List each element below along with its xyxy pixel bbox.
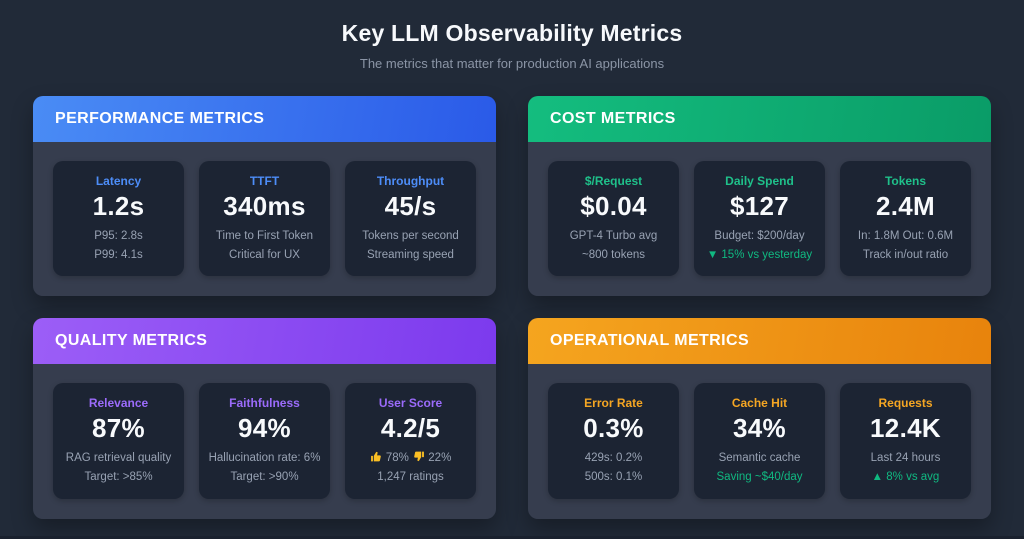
metric-label: Relevance [88,396,149,411]
metric-subtext: RAG retrieval quality [65,452,172,465]
metric-subtext: 429s: 0.2% [584,452,643,465]
panel-title-quality: QUALITY METRICS [55,332,208,350]
panel-title-operational: OPERATIONAL METRICS [550,332,750,350]
metric-subtext: Budget: $200/day [714,230,805,242]
metric-subtext: ▲ 8% vs avg [871,470,940,483]
metric-subtext: P99: 4.1s [94,248,143,261]
metric-value: 12.4K [870,413,941,444]
metric-subtext: 1,247 ratings [377,470,444,483]
metric-subtext: ▼ 15% vs yesterday [706,248,813,261]
metric-subtext: 78% 22% [351,449,470,468]
panel-cost: COST METRICS $/Request $0.04 GPT-4 Turbo av… [528,96,991,297]
metric-value: 2.4M [875,191,935,221]
metric-subtext: Critical for UX [229,248,300,261]
metric-label: Faithfulness [229,396,300,411]
metric-subtext: Time to First Token [215,230,314,242]
metric-value: 45/s [384,191,437,221]
panel-quality: QUALITY METRICS Relevance 87% RAG retrieval… [33,318,496,519]
panel-body-cost: $/Request $0.04 GPT-4 Turbo avg ~800 tokens… [528,142,991,297]
metric-value: 1.2s [92,191,145,221]
panel-header-quality: QUALITY METRICS [33,318,496,365]
page-header: Key LLM Observability Metrics The metric… [0,0,1024,71]
metric-subtext: Saving ~$40/day [716,470,803,483]
metric-subtext: Last 24 hours [870,452,941,465]
metric-label: Daily Spend [725,174,794,188]
panel-body-performance: Latency 1.2s P95: 2.8s P99: 4.1s TTFT 340ms Ti… [33,142,496,297]
metric-subtext: P95: 2.8s [94,230,143,242]
panel-body-quality: Relevance 87% RAG retrieval quality Target:… [33,364,496,519]
metric-subtext: Semantic cache [718,452,801,465]
metric-value: 4.2/5 [380,413,441,444]
metric-subtext: ~800 tokens [582,248,645,261]
metric-value: $0.04 [580,191,647,221]
metric-label: Requests [878,396,933,411]
metric-label: Latency [95,174,142,188]
metric-card: Cache Hit 34% Semantic cache Saving ~$40/da… [694,383,825,499]
metric-subtext: Target: >85% [84,470,153,483]
metric-label: Cache Hit [731,396,788,411]
metric-card: Faithfulness 94% Hallucination rate: 6% Tar… [199,383,330,499]
metric-card: Daily Spend $127 Budget: $200/day ▼ 15% vs … [694,161,825,277]
metric-card: Latency 1.2s P95: 2.8s P99: 4.1s [53,161,184,277]
metric-label: Error Rate [584,396,643,411]
metric-value: 87% [92,413,145,444]
metric-subtext: GPT-4 Turbo avg [569,230,658,242]
metrics-grid: PERFORMANCE METRICS Latency 1.2s P95: 2.8s P… [0,96,1024,519]
metric-subtext: In: 1.8M Out: 0.6M [857,230,954,242]
panel-operational: OPERATIONAL METRICS Error Rate 0.3% 429s: 0… [528,318,991,519]
metric-value: 0.3% [583,413,644,444]
metric-card: Tokens 2.4M In: 1.8M Out: 0.6M Track in/out… [840,161,971,277]
panel-header-performance: PERFORMANCE METRICS [33,96,496,142]
metric-label: User Score [378,396,443,411]
footer-strip [0,536,1024,539]
metric-label: Throughput [376,174,445,188]
metric-subtext: Target: >90% [230,470,299,483]
metric-value: 94% [238,413,291,444]
metric-value: 340ms [223,191,306,221]
metric-subtext: Tokens per second [362,230,459,242]
metric-subtext: Streaming speed [367,248,454,261]
metric-card: User Score 4.2/5 78% 22% 1,247 ratings [345,383,476,499]
thumbs-down-icon [412,450,425,463]
metric-subtext: 500s: 0.1% [584,470,643,483]
metric-card: Relevance 87% RAG retrieval quality Target:… [53,383,184,499]
metric-card: Error Rate 0.3% 429s: 0.2% 500s: 0.1% [548,383,679,499]
metric-card: Requests 12.4K Last 24 hours ▲ 8% vs avg [840,383,971,499]
metric-subtext: Track in/out ratio [862,248,949,261]
metric-card: Throughput 45/s Tokens per second Streaming… [345,161,476,277]
metric-subtext: Hallucination rate: 6% [208,452,321,465]
panel-header-cost: COST METRICS [528,96,991,142]
panel-body-operational: Error Rate 0.3% 429s: 0.2% 500s: 0.1% Cache … [528,364,991,519]
metric-value: $127 [729,191,790,221]
thumbs-up-icon [370,450,383,463]
metric-label: TTFT [249,174,280,188]
panel-title-performance: PERFORMANCE METRICS [55,110,265,127]
panel-performance: PERFORMANCE METRICS Latency 1.2s P95: 2.8s P… [33,96,496,297]
page-title: Key LLM Observability Metrics [341,20,683,46]
metric-card: $/Request $0.04 GPT-4 Turbo avg ~800 tokens [548,161,679,277]
metric-label: $/Request [584,174,643,188]
page-subtitle: The metrics that matter for production A… [359,56,665,71]
metric-label: Tokens [884,174,927,188]
panel-header-operational: OPERATIONAL METRICS [528,318,991,365]
panel-title-cost: COST METRICS [550,110,676,127]
metric-card: TTFT 340ms Time to First Token Critical for… [199,161,330,277]
metric-value: 34% [733,413,786,444]
